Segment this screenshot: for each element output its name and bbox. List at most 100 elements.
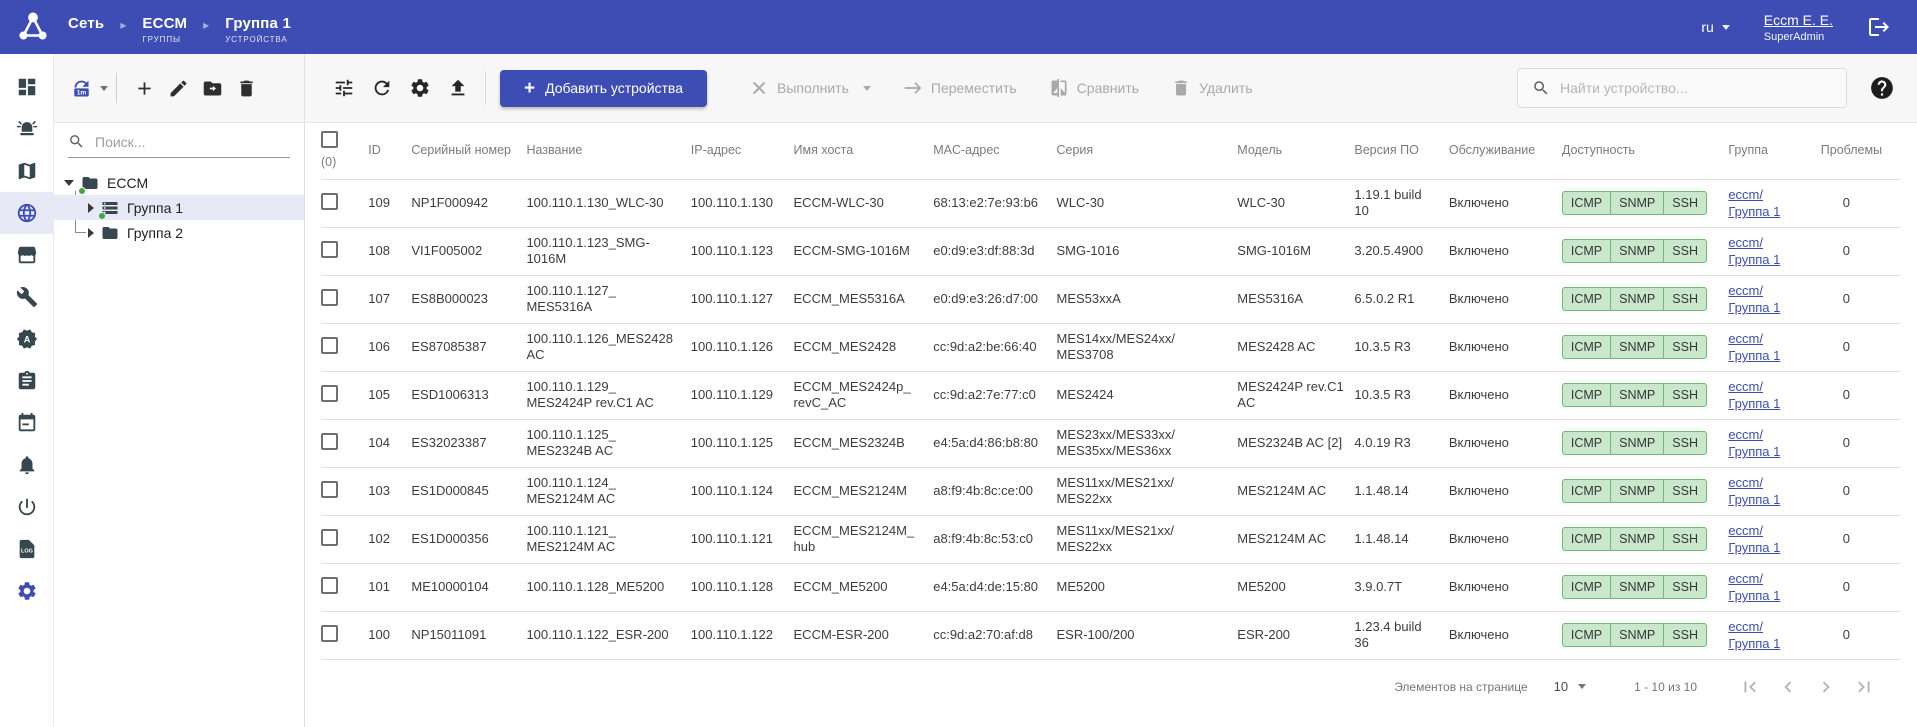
rail-notifications-icon[interactable] [0,444,53,486]
items-per-page-select[interactable]: 10 [1554,679,1587,694]
rail-calendar-icon[interactable] [0,402,53,444]
rail-dashboard-icon[interactable] [0,66,53,108]
group-link-line: eccm/ [1728,283,1763,298]
cell-serial: ESD1006313 [411,371,527,420]
rail-tools-icon[interactable] [0,276,53,318]
rail-logs-icon[interactable]: LOG [0,528,53,570]
row-checkbox[interactable] [321,528,338,546]
cell-id: 103 [368,467,412,516]
expand-icon[interactable] [88,202,94,213]
group-link-line: eccm/ [1728,475,1763,490]
group-link-line: eccm/ [1728,427,1763,442]
execute-button[interactable]: Выполнить [733,70,887,107]
rail-config-badge-icon[interactable]: A [0,318,53,360]
rail-tasks-icon[interactable] [0,360,53,402]
rail-settings-icon[interactable] [0,570,53,612]
cell-id: 104 [368,419,412,468]
tree-search [68,133,290,158]
edit-group-button[interactable] [161,71,195,105]
breadcrumb-network[interactable]: Сеть [68,15,104,49]
selected-count: (0) [321,155,337,170]
add-group-button[interactable] [127,71,161,105]
folder-icon [101,224,119,242]
availability-badge-group: ICMP SNMP SSH [1561,431,1707,455]
rail-map-icon[interactable] [0,150,53,192]
expand-icon[interactable] [88,227,94,238]
filter-columns-icon[interactable] [325,69,363,107]
row-checkbox[interactable] [321,480,338,498]
tree-node-group1[interactable]: Группа 1 [54,195,304,220]
group-link[interactable]: eccm/Группа 1 [1728,570,1780,604]
rail-network-icon[interactable] [0,192,53,234]
auto-refresh-interval-button[interactable]: 1m [66,71,96,105]
row-select-cell [321,611,369,660]
row-checkbox[interactable] [321,288,338,306]
group-link[interactable]: eccm/Группа 1 [1728,282,1780,316]
rail-store-icon[interactable] [0,234,53,276]
tree-node-label: ECCM [107,174,149,191]
group-link-line: Группа 1 [1728,300,1781,315]
user-name-link[interactable]: Eccm E. E. [1763,11,1833,28]
add-devices-button[interactable]: + Добавить устройства [500,69,707,107]
group-link[interactable]: eccm/Группа 1 [1728,474,1780,508]
next-page-button[interactable] [1813,674,1839,700]
cell-model: MES2424P rev.C1 AC [1237,371,1355,420]
move-devices-button[interactable]: Переместить [887,70,1033,107]
row-checkbox[interactable] [321,432,338,450]
select-all-checkbox[interactable] [321,131,338,149]
devices-main: + Добавить устройства Выполнить Перемест… [305,54,1917,727]
arrow-right-icon [904,82,922,94]
user-role: SuperAdmin [1763,30,1825,43]
logout-icon[interactable] [1867,15,1891,39]
language-selector[interactable]: ru [1701,19,1730,35]
move-group-button[interactable] [195,71,229,105]
group-link[interactable]: eccm/Группа 1 [1728,330,1780,364]
previous-page-button[interactable] [1775,674,1801,700]
upload-icon[interactable] [439,69,477,107]
chevron-down-icon[interactable] [100,85,108,91]
rail-alarms-icon[interactable] [0,108,53,150]
group-link[interactable]: eccm/Группа 1 [1728,378,1780,412]
tree-search-input[interactable] [95,133,290,150]
table-settings-icon[interactable] [401,69,439,107]
svg-text:A: A [23,334,30,344]
cell-group: eccm/Группа 1 [1728,515,1821,564]
row-checkbox[interactable] [321,576,338,594]
tree-node-group2[interactable]: Группа 2 [54,220,304,245]
availability-protocol-badge: ICMP [1570,340,1603,354]
group-link[interactable]: eccm/Группа 1 [1728,234,1780,268]
availability-protocol-badge: ICMP [1570,292,1603,306]
group-link[interactable]: eccm/Группа 1 [1728,186,1780,220]
group-link[interactable]: eccm/Группа 1 [1728,618,1780,652]
breadcrumb-group1-devices[interactable]: Группа 1 УСТРОЙСТВА [225,15,291,49]
cell-mac: cc:9d:a2:7e:77:c0 [933,371,1057,420]
row-checkbox[interactable] [321,240,338,258]
refresh-icon[interactable] [363,69,401,107]
first-page-button[interactable] [1737,674,1763,700]
group-link[interactable]: eccm/Группа 1 [1728,426,1780,460]
rail-power-icon[interactable] [0,486,53,528]
availability-badge-group: ICMP SNMP SSH [1561,383,1707,407]
help-icon[interactable] [1869,75,1895,101]
collapse-icon[interactable] [64,179,74,186]
delete-devices-button[interactable]: Удалить [1155,70,1268,107]
row-checkbox[interactable] [321,336,338,354]
breadcrumb-eccm-groups[interactable]: ЕССМ ГРУППЫ [142,15,187,49]
cell-hostname: ECCM_​MES2424p_​revC_​AC [793,371,934,420]
cell-availability: ICMP SNMP SSH [1561,323,1729,372]
row-checkbox[interactable] [321,384,338,402]
availability-badge-group: ICMP SNMP SSH [1561,335,1707,359]
compare-button[interactable]: Сравнить [1033,70,1155,107]
cell-id: 108 [368,227,412,276]
row-checkbox[interactable] [321,192,338,210]
pagination-range: 1 - 10 из 10 [1634,679,1697,694]
device-search-input[interactable] [1560,80,1832,96]
row-checkbox[interactable] [321,624,338,642]
last-page-button[interactable] [1851,674,1877,700]
tree-node-eccm[interactable]: ECCM [54,170,304,195]
search-icon [70,135,83,148]
availability-protocol-badge: SNMP [1610,432,1663,454]
group-link[interactable]: eccm/Группа 1 [1728,522,1780,556]
row-select-cell [321,323,369,372]
delete-group-button[interactable] [229,71,263,105]
